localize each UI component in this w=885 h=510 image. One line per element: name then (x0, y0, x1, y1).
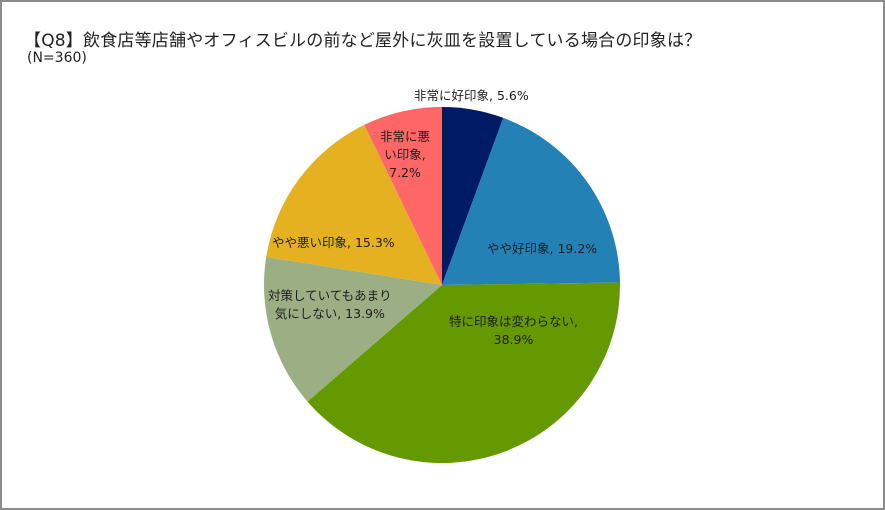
slice-very-good (442, 107, 504, 285)
slice-no-change (307, 282, 620, 463)
label-very-bad: 非常に悪 い印象, 7.2% (380, 129, 431, 180)
label-somewhat-good: やや好印象, 19.2% (487, 241, 598, 256)
slice-somewhat-bad (266, 124, 442, 285)
label-dont-mind: 対策していてもあまり 気にしない, 13.9% (268, 288, 392, 321)
slice-very-bad (364, 107, 442, 285)
label-very-good: 非常に好印象, 5.6% (414, 88, 529, 103)
chart-sample-size: (N=360) (27, 50, 87, 66)
slice-dont-mind (264, 256, 442, 402)
label-no-change: 特に印象は変わらない, 38.9% (449, 314, 578, 347)
slice-somewhat-good (442, 117, 620, 285)
label-somewhat-bad: やや悪い印象, 15.3% (272, 235, 395, 250)
chart-title: 【Q8】飲食店等店舗やオフィスビルの前など屋外に灰皿を設置している場合の印象は？ (24, 31, 702, 51)
